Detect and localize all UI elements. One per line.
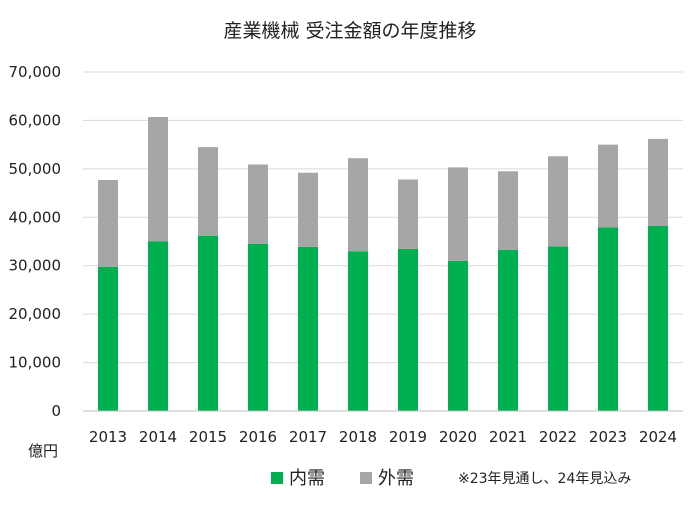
legend-swatch-overseas [360,472,372,484]
y-tick-label-70000: 70,000 [9,63,62,81]
bar-overseas-2019 [398,179,418,249]
x-tick-label-2022: 2022 [539,428,577,446]
bar-domestic-2020 [448,260,468,411]
y-tick-label-50000: 50,000 [9,160,62,178]
legend-label-domestic: 内需 [289,468,325,489]
x-tick-label-2023: 2023 [589,428,627,446]
bar-domestic-2022 [548,246,568,411]
x-tick-label-2015: 2015 [189,428,227,446]
bar-overseas-2015 [198,147,218,236]
bar-overseas-2018 [348,158,368,252]
grid-lines [83,71,683,364]
bar-overseas-2013 [98,179,118,267]
bar-overseas-2021 [498,171,518,250]
y-tick-label-60000: 60,000 [9,111,62,129]
x-tick-label-2020: 2020 [439,428,477,446]
chart-footnote: ※23年見通し、24年見込み [458,471,631,487]
y-tick-label-0: 0 [51,402,61,420]
bar-domestic-2019 [398,248,418,411]
bar-overseas-2023 [598,144,618,228]
bar-domestic-2023 [598,227,618,411]
bar-domestic-2018 [348,251,368,411]
y-tick-label-10000: 10,000 [9,354,62,372]
bar-overseas-2014 [148,117,168,242]
bar-domestic-2021 [498,249,518,411]
bar-domestic-2017 [298,246,318,411]
x-tick-label-2021: 2021 [489,428,527,446]
bar-overseas-2022 [548,156,568,247]
x-tick-label-2017: 2017 [289,428,327,446]
chart-title: 産業機械 受注金額の年度推移 [223,20,476,42]
bar-domestic-2016 [248,243,268,411]
x-tick-label-2016: 2016 [239,428,277,446]
bar-overseas-2024 [648,138,668,227]
y-tick-label-20000: 20,000 [9,305,62,323]
x-tick-label-2018: 2018 [339,428,377,446]
x-tick-label-2024: 2024 [639,428,677,446]
bars [98,117,668,411]
bar-domestic-2015 [198,235,218,411]
x-tick-label-2014: 2014 [139,428,177,446]
y-axis-unit-label: 億円 [28,442,58,460]
legend: 内需 外需 [271,468,414,489]
y-tick-label-30000: 30,000 [9,257,62,275]
bar-domestic-2013 [98,266,118,411]
bar-overseas-2017 [298,172,318,247]
bar-domestic-2014 [148,241,168,411]
legend-swatch-domestic [271,472,283,484]
bar-overseas-2016 [248,164,268,244]
x-tick-label-2013: 2013 [89,428,127,446]
axes: 0 10,000 20,000 30,000 40,000 50,000 60,000 70,… [9,63,683,446]
bar-overseas-2020 [448,167,468,261]
y-tick-label-40000: 40,000 [9,208,62,226]
bar-domestic-2024 [648,226,668,411]
legend-label-overseas: 外需 [378,468,414,489]
x-tick-label-2019: 2019 [389,428,427,446]
